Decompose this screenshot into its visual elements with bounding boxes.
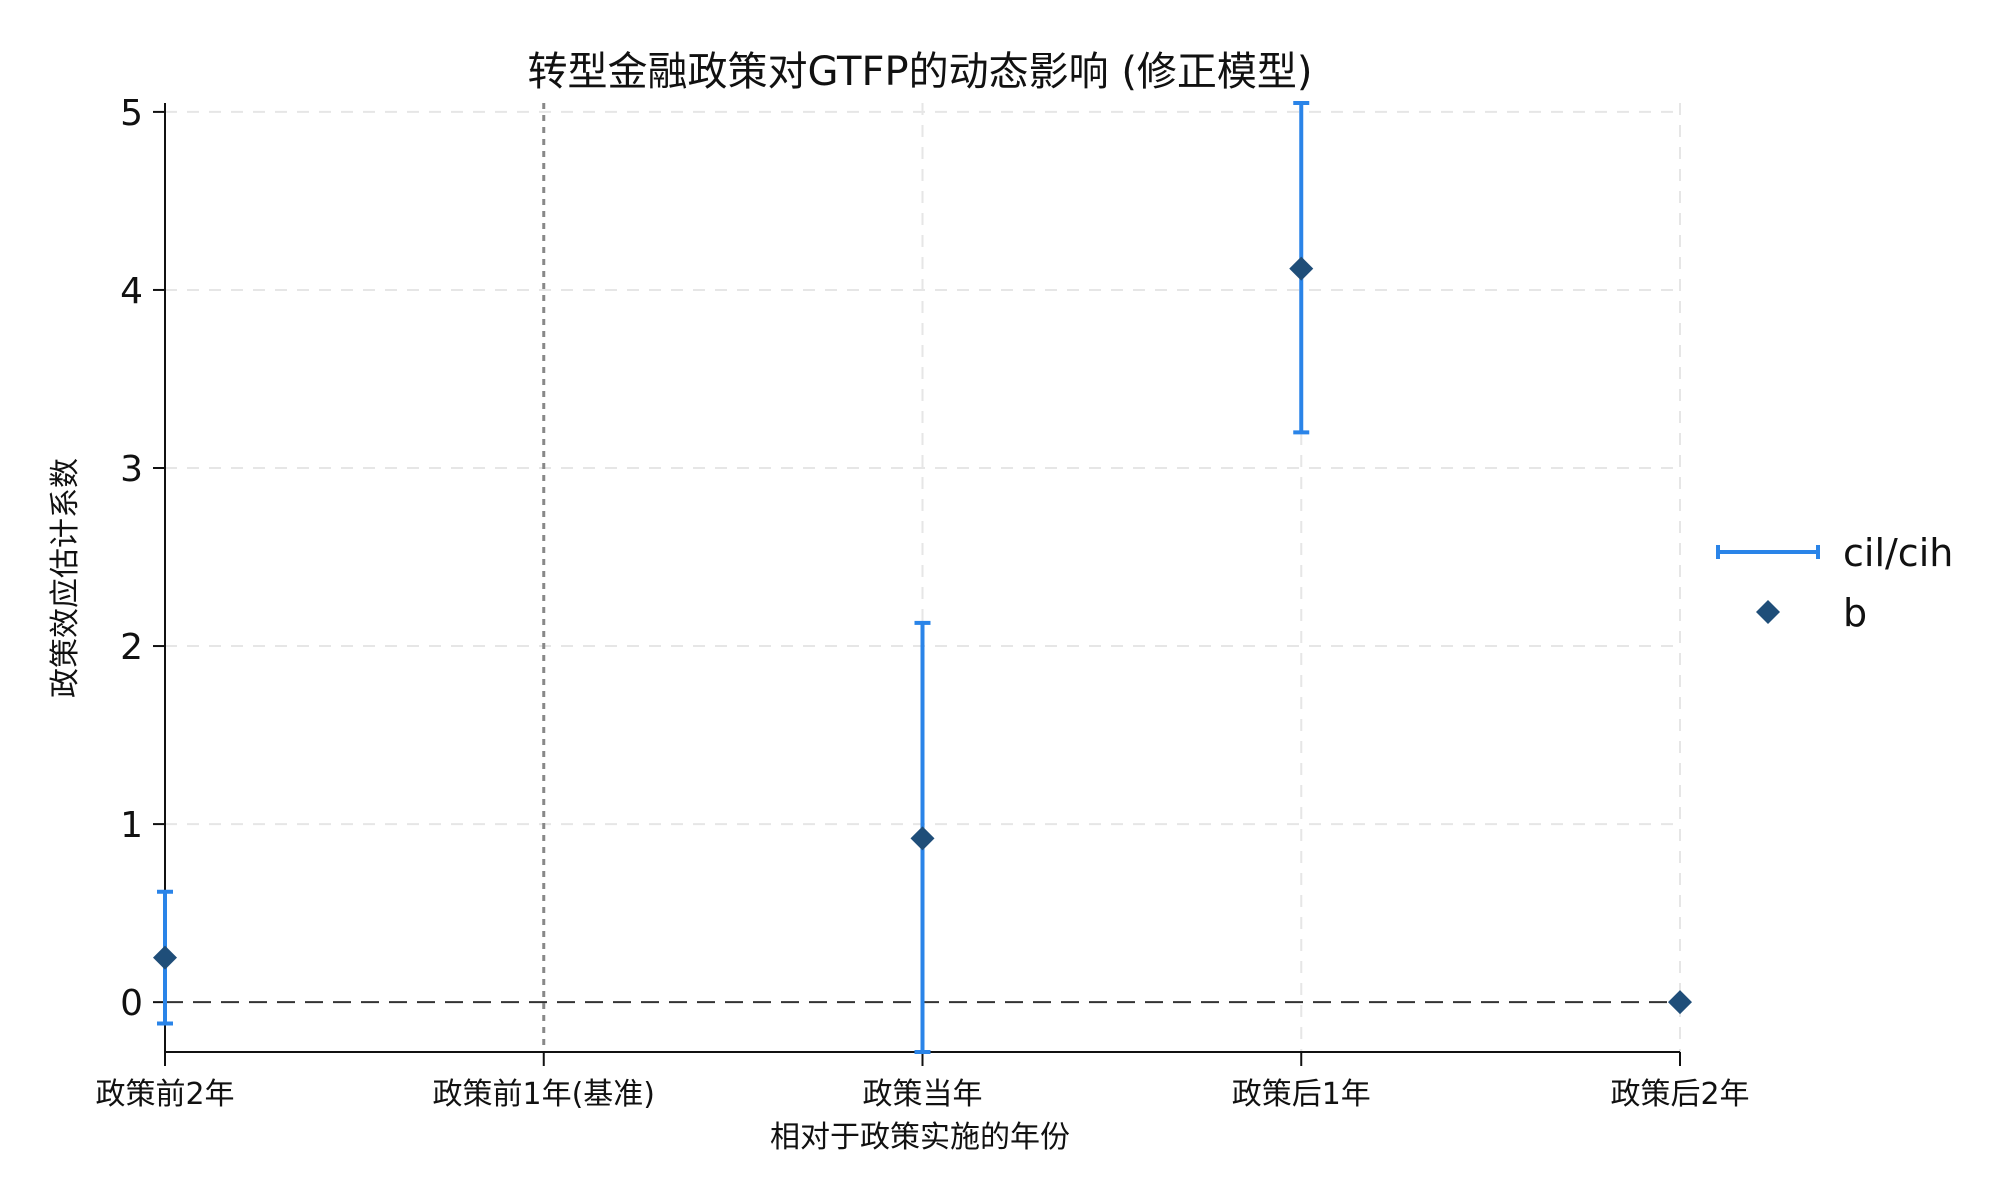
y-tick-label: 3	[120, 449, 143, 490]
x-tick-label: 政策后2年	[1610, 1077, 1749, 1112]
x-tick-label: 政策前2年	[95, 1077, 234, 1112]
y-tick-label: 4	[120, 271, 143, 312]
x-tick-label: 政策后1年	[1232, 1077, 1371, 1112]
coefficient-point	[1289, 256, 1314, 281]
coefficient-point	[153, 945, 177, 970]
coefficient-point	[1668, 990, 1692, 1015]
legend-point-label: b	[1843, 591, 1867, 635]
y-tick-label: 1	[120, 805, 143, 846]
y-tick-label: 2	[120, 627, 143, 668]
x-tick-label: 政策当年	[863, 1077, 983, 1112]
x-tick-label: 政策前1年(基准)	[433, 1077, 656, 1112]
x-axis-label: 相对于政策实施的年份	[770, 1120, 1070, 1155]
legend: cil/cih b	[1716, 531, 1953, 635]
series-layer	[153, 101, 1692, 1054]
y-axis-label: 政策效应估计系数	[48, 458, 83, 698]
coefficient-point	[910, 826, 935, 851]
axes: 0 1 2 3 4 5 政策前2年 政策前1年(基准) 政策当年 政策后1年 政策后2年	[95, 93, 1749, 1112]
legend-point-swatch	[1756, 600, 1780, 624]
y-tick-label: 0	[120, 983, 143, 1024]
chart-title: 转型金融政策对GTFP的动态影响 (修正模型)	[527, 49, 1312, 95]
legend-ci-label: cil/cih	[1843, 531, 1953, 575]
y-tick-label: 5	[120, 93, 143, 134]
